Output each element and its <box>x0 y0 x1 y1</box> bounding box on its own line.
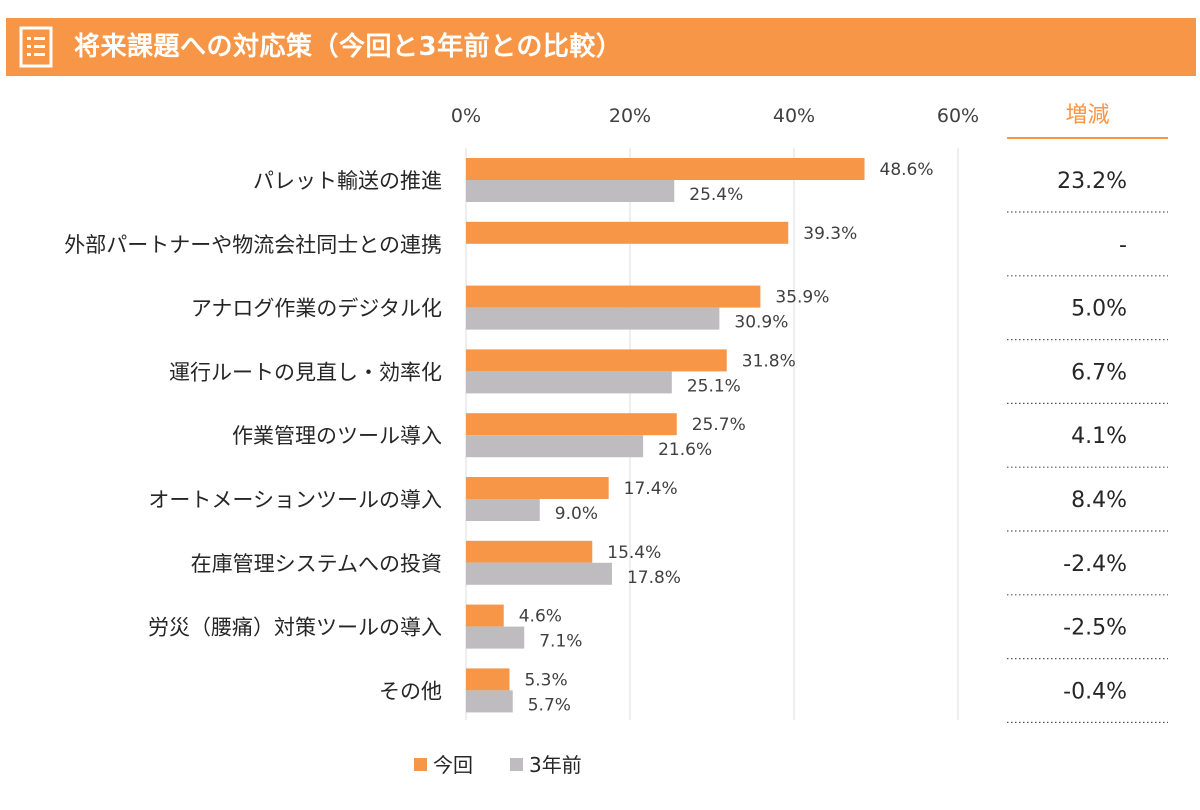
bar-previous <box>466 180 675 202</box>
category-label: 在庫管理システムへの投資 <box>191 552 442 576</box>
category-label: 外部パートナーや物流会社同士との連携 <box>64 233 442 257</box>
bar-previous <box>466 499 540 521</box>
bar-previous <box>466 371 672 394</box>
data-label-previous: 25.4% <box>689 185 743 205</box>
bar-current <box>466 413 677 436</box>
bar-current <box>466 604 504 627</box>
data-label-previous: 9.0% <box>555 504 598 524</box>
category-label: 作業管理のツール導入 <box>232 424 442 448</box>
legend-label-current: 今回 <box>433 753 473 777</box>
change-value: -2.5% <box>1063 616 1127 641</box>
bar-previous <box>466 307 720 330</box>
category-label: パレット輸送の推進 <box>253 169 442 193</box>
data-label-current: 35.9% <box>775 288 829 308</box>
bar-current <box>466 540 593 563</box>
bar-previous <box>466 562 612 585</box>
page-title: 将来課題への対応策（今回と3年前との比較） <box>74 32 623 62</box>
category-label: 労災（腰痛）対策ツールの導入 <box>148 616 442 640</box>
data-label-previous: 7.1% <box>539 632 582 652</box>
data-label-current: 17.4% <box>624 479 678 499</box>
category-label: アナログ作業のデジタル化 <box>191 297 442 321</box>
list-document-icon <box>19 26 53 68</box>
change-value: -0.4% <box>1063 679 1127 704</box>
change-value: 6.7% <box>1071 360 1127 385</box>
x-tick-label: 0% <box>451 105 481 127</box>
bar-previous <box>466 435 644 458</box>
bar-previous <box>466 690 513 713</box>
data-label-previous: 17.8% <box>627 568 681 588</box>
data-label-current: 31.8% <box>742 351 796 371</box>
data-label-previous: 30.9% <box>734 313 788 333</box>
data-label-previous: 25.1% <box>687 376 741 396</box>
data-label-previous: 21.6% <box>658 440 712 460</box>
category-label: オートメーションツールの導入 <box>148 488 442 512</box>
data-label-current: 4.6% <box>519 607 562 627</box>
data-label-current: 25.7% <box>692 415 746 435</box>
bar-previous <box>466 626 525 649</box>
change-value: 23.2% <box>1057 169 1127 194</box>
title-banner: 将来課題への対応策（今回と3年前との比較） <box>6 18 1196 76</box>
legend-label-previous: 3年前 <box>529 753 582 777</box>
legend-swatch-previous <box>510 758 523 771</box>
change-column-header: 増減 <box>1065 103 1109 128</box>
change-value: 4.1% <box>1071 424 1127 449</box>
x-tick-label: 20% <box>609 105 651 127</box>
data-label-current: 39.3% <box>803 224 857 244</box>
change-value: - <box>1119 233 1127 258</box>
bar-current <box>466 158 865 180</box>
category-label: その他 <box>379 679 442 703</box>
category-label: 運行ルートの見直し・効率化 <box>169 360 442 384</box>
change-value: -2.4% <box>1063 552 1127 577</box>
bar-current <box>466 349 727 372</box>
bar-current <box>466 477 609 499</box>
bar-current <box>466 285 761 308</box>
x-tick-label: 60% <box>937 105 979 127</box>
change-value: 5.0% <box>1071 297 1127 322</box>
data-label-current: 5.3% <box>524 670 567 690</box>
bar-current <box>466 668 510 691</box>
legend-swatch-current <box>414 758 427 771</box>
data-label-current: 15.4% <box>607 543 661 563</box>
data-label-previous: 5.7% <box>528 695 571 715</box>
change-value: 8.4% <box>1071 488 1127 513</box>
x-tick-label: 40% <box>773 105 815 127</box>
data-label-current: 48.6% <box>880 160 934 180</box>
bar-current <box>466 221 789 244</box>
